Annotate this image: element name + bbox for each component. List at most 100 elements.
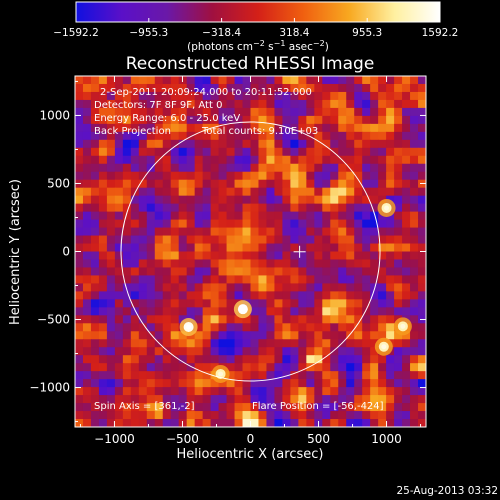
heatmap-cell [362,203,371,213]
heatmap-cell [226,251,236,261]
heatmap-cell [370,379,379,388]
heatmap-cell [106,227,116,237]
heatmap-cell [98,99,108,109]
heatmap-cell [98,259,108,269]
heatmap-cell [186,235,196,245]
heatmap-cell [218,323,228,332]
heatmap-cell [202,107,212,117]
heatmap-cell [378,139,387,149]
heatmap-cell [75,187,84,197]
heatmap-cell [266,379,276,388]
heatmap-cell [314,411,323,420]
heatmap-cell [370,307,379,316]
heatmap-cell [378,411,387,420]
heatmap-cell [418,419,426,427]
heatmap-cell [402,227,411,237]
heatmap-cell [386,387,395,396]
heatmap-cell [378,195,387,205]
heatmap-cell [258,195,268,205]
heatmap-cell [362,107,371,117]
heatmap-cell [218,267,228,277]
heatmap-cell [178,115,188,125]
heatmap-cell [346,99,355,109]
heatmap-cell [75,179,84,189]
heatmap-cell [106,403,116,412]
heatmap-cell [106,299,116,308]
heatmap-cell [210,347,220,356]
heatmap-cell [242,115,252,125]
heatmap-cell [186,363,196,372]
heatmap-cell [218,243,228,253]
heatmap-cell [234,91,244,101]
heatmap-cell [322,291,331,300]
heatmap-cell [410,91,419,101]
heatmap-cell [258,363,268,372]
heatmap-cell [138,155,148,165]
heatmap-cell [250,163,260,173]
heatmap-cell [194,139,204,149]
heatmap-cell [106,411,116,420]
heatmap-cell [82,155,92,165]
heatmap-cell [306,339,315,348]
heatmap-cell [354,235,363,245]
heatmap-cell [410,139,419,149]
heatmap-cell [378,115,387,125]
heatmap-cell [130,131,140,141]
heatmap-cell [226,323,236,332]
heatmap-cell [226,339,236,348]
heatmap-cell [386,76,395,85]
heatmap-cell [410,315,419,324]
heatmap-cell [346,163,355,173]
y-tick-label: −500 [37,313,70,327]
heatmap-cell [122,395,132,404]
heatmap-cell [146,403,156,412]
heatmap-cell [338,171,347,181]
heatmap-cell [138,339,148,348]
heatmap-cell [170,171,180,181]
heatmap-cell [274,99,284,109]
heatmap-cell [234,123,244,133]
heatmap-cell [90,419,100,427]
heatmap-cell [170,411,180,420]
heatmap-cell [154,323,164,332]
heatmap-cell [346,363,355,372]
heatmap-cell [162,243,172,253]
heatmap-cell [122,211,132,221]
heatmap-cell [122,371,132,380]
heatmap-cell [250,331,260,340]
heatmap-cell [194,235,204,245]
heatmap-cell [194,123,204,133]
heatmap-cell [346,355,355,364]
heatmap-cell [138,187,148,197]
heatmap-cell [178,83,188,93]
heatmap-cell [194,251,204,261]
heatmap-cell [386,331,395,340]
heatmap-cell [354,203,363,213]
heatmap-cell [218,251,228,261]
heatmap-cell [290,251,299,261]
heatmap-cell [402,123,411,133]
heatmap-cell [306,163,315,173]
heatmap-cell [154,259,164,269]
heatmap-cell [242,331,252,340]
heatmap-cell [146,91,156,101]
heatmap-cell [250,411,260,420]
heatmap-cell [410,123,419,133]
heatmap-cell [194,115,204,125]
heatmap-cell [98,187,108,197]
heatmap-cell [322,411,331,420]
heatmap-cell [338,307,347,316]
heatmap-cell [114,315,124,324]
heatmap-cell [338,299,347,308]
heatmap-cell [170,387,180,396]
heatmap-cell [370,219,379,229]
heatmap-cell [394,371,403,380]
heatmap-cell [354,251,363,261]
heatmap-cell [234,219,244,229]
heatmap-cell [386,227,395,237]
heatmap-cell [226,243,236,253]
x-tick-label: 1000 [371,432,402,446]
heatmap-cell [178,355,188,364]
heatmap-cell [226,363,236,372]
heatmap-cell [154,171,164,181]
